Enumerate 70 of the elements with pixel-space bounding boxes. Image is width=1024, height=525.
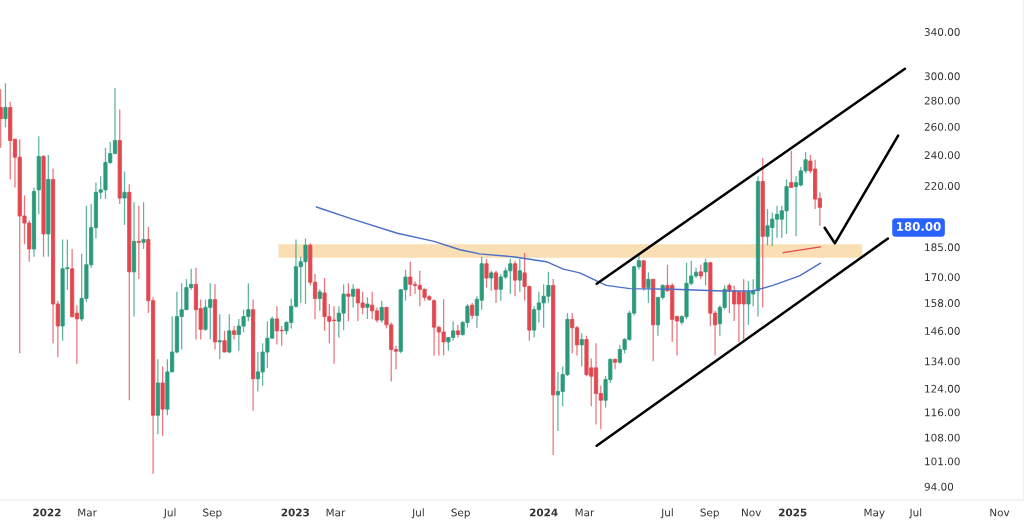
candlestick bbox=[346, 282, 351, 322]
candlestick bbox=[408, 261, 413, 297]
x-tick-label: Nov bbox=[742, 508, 762, 517]
x-tick-label: Jul bbox=[163, 508, 176, 519]
candlestick bbox=[379, 300, 384, 324]
candlestick bbox=[441, 298, 446, 357]
x-tick-label: 2024 bbox=[529, 508, 558, 517]
candlestick bbox=[493, 270, 499, 304]
candlestick bbox=[412, 280, 418, 295]
candlestick bbox=[789, 150, 794, 189]
candlestick bbox=[317, 288, 322, 312]
candlestick bbox=[579, 332, 584, 368]
x-tick-label: Sep bbox=[451, 508, 470, 519]
candlestick bbox=[227, 313, 232, 354]
candlestick bbox=[222, 330, 227, 353]
x-tick-label: Mar bbox=[78, 508, 97, 517]
x-tick-label: 2022 bbox=[33, 508, 61, 517]
candlestick bbox=[341, 283, 346, 331]
candlestick bbox=[570, 312, 575, 354]
x-tick-label: Jul bbox=[660, 508, 673, 519]
x-tick-label: Sep bbox=[700, 508, 719, 519]
x-tick-label: 2023 bbox=[281, 508, 309, 517]
y-tick-label: 340.00 bbox=[924, 28, 960, 36]
candlestick bbox=[351, 283, 356, 309]
y-tick-label: 240.00 bbox=[924, 151, 960, 160]
annotation: 180.00 bbox=[897, 222, 941, 231]
x-tick-label: Mar bbox=[575, 508, 595, 517]
candlestick bbox=[370, 291, 375, 320]
candlestick bbox=[489, 270, 494, 292]
candlestick bbox=[703, 258, 708, 287]
candlestick bbox=[613, 357, 618, 370]
y-tick-label: 300.00 bbox=[924, 72, 960, 81]
candlestick bbox=[732, 284, 737, 322]
x-tick-label: Jul bbox=[908, 508, 922, 519]
candlestick bbox=[513, 260, 518, 297]
candlestick bbox=[532, 305, 537, 339]
candlestick bbox=[0, 88, 3, 149]
x-tick-label: Nov bbox=[990, 508, 1010, 517]
candlestick bbox=[136, 205, 141, 280]
x-tick-label: 2025 bbox=[778, 508, 807, 517]
y-tick-label: 170.00 bbox=[925, 273, 960, 282]
y-tick-label: 101.00 bbox=[925, 457, 960, 466]
candlestick bbox=[365, 296, 370, 320]
y-tick-label: 185.00 bbox=[925, 243, 960, 252]
y-tick-label: 94.00 bbox=[924, 482, 954, 491]
candlestick bbox=[746, 280, 751, 326]
candlestick bbox=[517, 258, 522, 293]
y-tick-label: 280.00 bbox=[924, 96, 960, 105]
candlestick bbox=[646, 271, 651, 304]
y-tick-label: 220.00 bbox=[924, 182, 960, 190]
candlestick bbox=[122, 170, 127, 226]
x-tick-label: Sep bbox=[203, 508, 222, 519]
candlestick bbox=[232, 325, 237, 341]
x-tick-label: Jul bbox=[411, 508, 424, 519]
candlestick bbox=[217, 313, 222, 360]
y-tick-label: 260.00 bbox=[924, 122, 960, 131]
candlestick bbox=[727, 282, 732, 314]
candlestick bbox=[3, 82, 8, 129]
x-tick-label: Mar bbox=[326, 508, 346, 517]
candlestick bbox=[141, 201, 146, 250]
y-tick-label: 116.00 bbox=[925, 408, 960, 417]
y-tick-label: 146.00 bbox=[925, 327, 960, 335]
y-tick-label: 158.00 bbox=[925, 299, 960, 307]
y-tick-label: 134.00 bbox=[925, 357, 960, 366]
candlestick bbox=[484, 258, 489, 289]
candlestick bbox=[741, 278, 746, 341]
y-tick-label: 124.00 bbox=[925, 384, 960, 393]
candlestick bbox=[774, 205, 780, 239]
x-tick-label: May bbox=[864, 508, 885, 519]
y-tick-label: 108.00 bbox=[925, 433, 960, 442]
